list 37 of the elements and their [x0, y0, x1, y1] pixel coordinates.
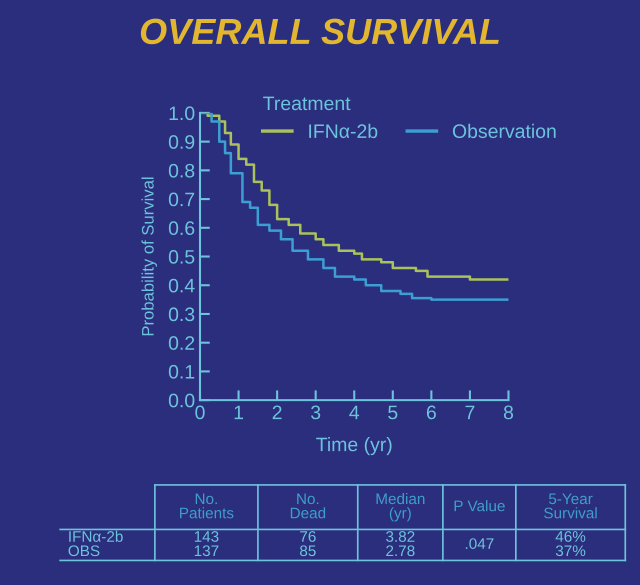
- legend-label: IFNα-2b: [309, 124, 378, 138]
- y-tick-label: 1.0: [170, 106, 194, 120]
- text: 3.82 2.78: [386, 531, 415, 556]
- text: 5-Year Survival: [544, 494, 597, 518]
- chart-title: OVERALL SURVIVAL: [140, 18, 499, 44]
- text: P Value: [454, 500, 505, 512]
- y-tick-label: 0.8: [168, 164, 194, 178]
- x-tick-label: 7: [466, 406, 474, 420]
- x-tick-label: 4: [349, 406, 360, 420]
- text: No. Patients: [180, 494, 234, 518]
- text: 143 137: [194, 531, 218, 556]
- x-tick-label: 1: [234, 406, 244, 420]
- text: 76 85: [300, 531, 316, 556]
- y-tick-label: 0.9: [168, 135, 194, 149]
- text: No. Dead: [290, 494, 326, 518]
- y-tick-label: 0.3: [168, 307, 194, 322]
- y-tick-label: 0.6: [168, 221, 194, 236]
- y-tick-label: 0.1: [168, 364, 194, 379]
- text: Median (yr): [376, 492, 424, 522]
- text: 46% 37%: [556, 531, 586, 556]
- legend-title: Treatment: [263, 96, 350, 110]
- y-tick-label: 0.2: [168, 336, 194, 350]
- y-tick-label: 0.0: [168, 394, 194, 408]
- x-tick-label: 3: [311, 406, 320, 420]
- text: IFNα-2b OBS: [68, 530, 123, 556]
- x-tick-label: 2: [272, 406, 282, 420]
- x-tick-label: 0: [195, 406, 205, 420]
- x-tick-label: 6: [426, 406, 436, 420]
- y-axis-title: Probability of Survival: [141, 178, 157, 336]
- text: .047: [466, 538, 494, 550]
- y-tick-label: 0.7: [168, 192, 194, 206]
- x-tick-label: 5: [388, 406, 398, 420]
- legend-label: Observation: [452, 124, 556, 138]
- y-tick-label: 0.5: [168, 250, 194, 264]
- x-tick-label: 8: [504, 406, 514, 420]
- y-tick-label: 0.4: [168, 278, 195, 292]
- x-axis-title: Time (yr): [316, 437, 392, 456]
